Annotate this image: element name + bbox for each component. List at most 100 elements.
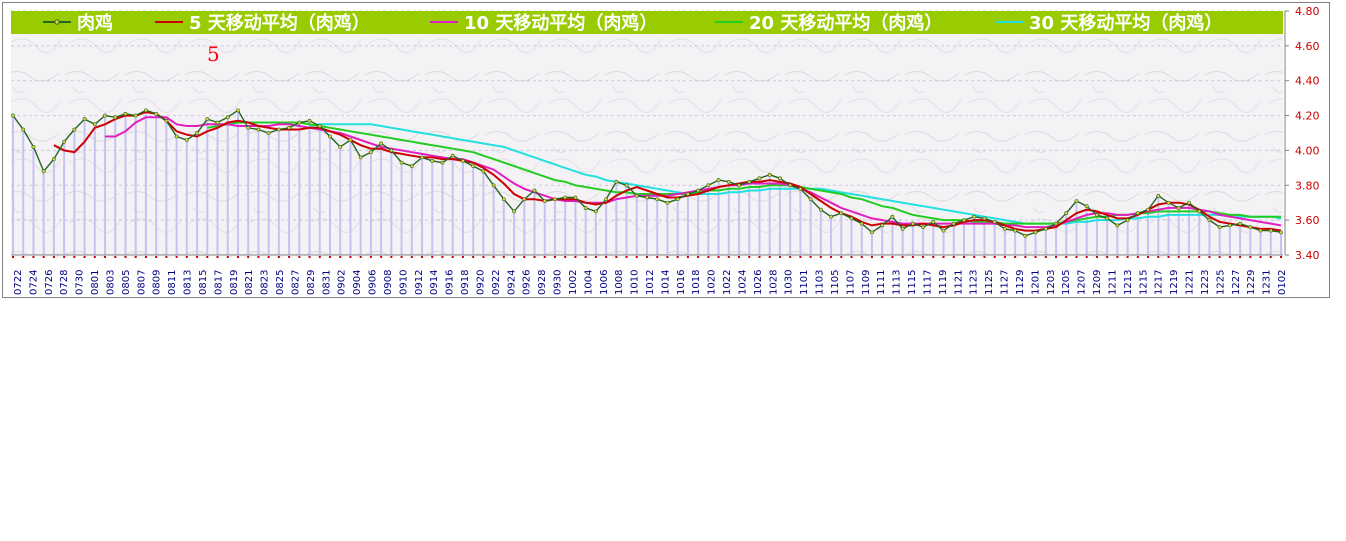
data-point [859, 221, 864, 226]
x-tick-dot [840, 256, 843, 258]
x-tick-label: 1213 [1123, 270, 1134, 295]
y-tick-label: 4.60 [1295, 40, 1320, 53]
x-tick-label: 1008 [614, 270, 625, 295]
series-lines [11, 108, 1283, 238]
legend-label: 肉鸡 [77, 12, 113, 34]
data-point [655, 197, 660, 202]
data-point [1227, 223, 1232, 228]
x-tick-dot [922, 256, 925, 258]
x-tick-dot [1044, 256, 1047, 258]
data-point [890, 214, 895, 219]
data-point [808, 197, 813, 202]
x-tick-label: 0809 [152, 270, 163, 295]
x-tick-label: 0730 [75, 270, 86, 295]
data-point [696, 188, 701, 193]
x-tick-label: 0920 [475, 270, 486, 295]
x-tick-label: 1211 [1107, 270, 1118, 295]
data-point [767, 172, 772, 177]
x-tick-label: 0801 [90, 270, 101, 295]
data-point [133, 113, 138, 118]
data-point [144, 108, 148, 113]
x-tick-label: 1127 [1000, 270, 1011, 295]
x-tick-label: 0930 [553, 270, 564, 295]
x-tick-dot [1198, 256, 1201, 258]
data-point [1268, 228, 1273, 233]
x-tick-dot [318, 256, 321, 258]
x-tick-dot [247, 256, 250, 258]
x-tick-dot [523, 256, 526, 258]
x-tick-dot [329, 256, 331, 258]
x-tick-dot [881, 256, 884, 258]
x-tick-label: 1225 [1215, 270, 1226, 295]
x-tick-dot [349, 256, 352, 258]
data-point [348, 138, 353, 142]
data-point [778, 176, 782, 181]
x-tick-dot [1126, 256, 1129, 258]
data-point [542, 199, 547, 203]
data-point [604, 197, 608, 202]
x-tick-dot [809, 256, 812, 258]
x-tick-dot [12, 256, 14, 258]
series-line-2 [105, 116, 1282, 229]
data-point [450, 153, 455, 158]
x-tick-label: 0914 [429, 270, 440, 295]
x-tick-dot [63, 256, 66, 258]
data-point [369, 150, 373, 155]
x-tick-dot [144, 256, 147, 258]
x-tick-dot [400, 256, 403, 258]
data-point [624, 183, 629, 188]
data-point [798, 186, 803, 191]
data-point [1023, 233, 1028, 238]
price-line-chart: 肉鸡 5 天移动平均（肉鸡） 10 天移动平均（肉鸡） 20 天移动平均（肉鸡） 30 … [11, 5, 1320, 295]
x-tick-dot [1239, 256, 1242, 258]
x-tick-label: 1115 [907, 270, 918, 295]
x-tick-dot [533, 256, 536, 258]
data-point [21, 127, 26, 132]
x-tick-label: 0724 [28, 270, 39, 295]
x-axis: 0722 0724 0726 0728 0730 0801 0803 0805 0807 0809… [11, 254, 1288, 295]
x-tick-dot [605, 256, 608, 258]
x-tick-dot [1014, 256, 1017, 258]
data-point [225, 115, 230, 120]
x-tick-label: 0906 [368, 270, 379, 295]
x-tick-label: 1016 [676, 270, 687, 295]
x-tick-dot [42, 256, 45, 258]
data-point [62, 139, 67, 144]
data-point [951, 221, 956, 226]
x-tick-dot [738, 256, 741, 258]
x-tick-label: 1002 [568, 270, 579, 295]
data-point [1187, 200, 1191, 205]
data-point [287, 125, 291, 130]
data-point [501, 197, 506, 202]
x-tick-dot [758, 256, 761, 258]
x-tick-dot [656, 256, 659, 258]
x-tick-label: 1215 [1138, 270, 1149, 295]
chart-annotation: 5 [207, 42, 220, 66]
x-tick-label: 0916 [445, 270, 456, 295]
y-axis: 4.80 4.60 4.40 4.20 4.00 3.80 3.60 3.40 [1284, 5, 1320, 262]
x-tick-dot [1157, 256, 1160, 258]
x-tick-label: 1105 [830, 270, 841, 295]
x-tick-dot [390, 256, 393, 258]
data-point [103, 113, 107, 118]
data-point [614, 179, 619, 184]
x-tick-label: 0922 [491, 270, 502, 295]
data-point [1207, 218, 1212, 223]
x-tick-label: 1217 [1154, 270, 1165, 295]
x-tick-label: 1205 [1061, 270, 1072, 295]
data-point [1095, 213, 1099, 217]
x-tick-dot [1187, 256, 1190, 258]
data-point [900, 226, 905, 231]
x-tick-label: 0831 [321, 270, 332, 295]
x-tick-label: 0102 [1277, 270, 1288, 295]
y-tick-label: 4.80 [1295, 5, 1320, 18]
x-tick-dot [727, 256, 730, 258]
x-tick-dot [1116, 256, 1119, 258]
x-tick-label: 1231 [1262, 270, 1273, 295]
data-point [358, 155, 363, 160]
x-tick-label: 0819 [229, 270, 240, 295]
data-point [593, 209, 598, 214]
data-point [634, 193, 639, 198]
data-point [553, 197, 557, 202]
data-point [1238, 221, 1242, 226]
